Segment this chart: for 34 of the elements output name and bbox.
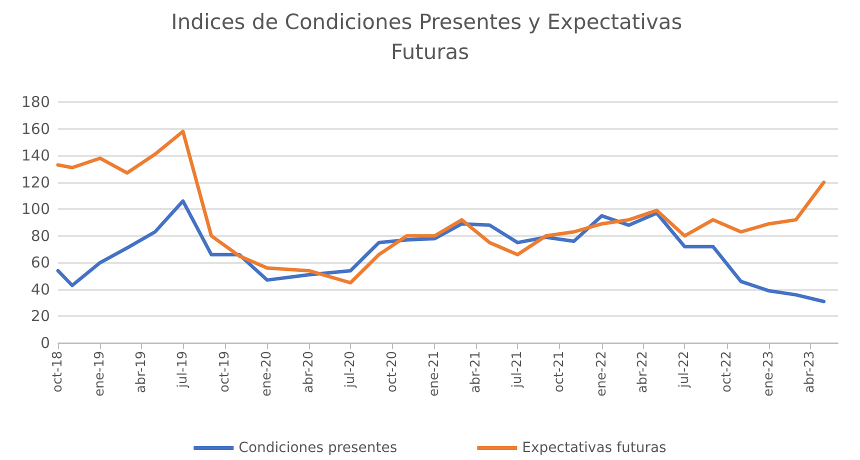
x-tick-label: oct-22 [719, 351, 734, 392]
x-tick-label: oct-19 [218, 351, 233, 392]
x-tick-label: jul-21 [510, 351, 526, 389]
y-tick-label: 100 [21, 200, 50, 218]
y-tick-label: 140 [21, 146, 50, 165]
x-tick-label: jul-22 [677, 351, 692, 389]
x-tick-label: jul-20 [343, 351, 358, 389]
y-tick-label: 120 [21, 173, 50, 192]
legend-label: Expectativas futuras [522, 440, 666, 456]
x-tick-label: abr-20 [301, 351, 316, 393]
x-tick-label: oct-21 [552, 351, 568, 392]
x-tick-label: oct-20 [385, 351, 400, 392]
x-tick-label: abr-22 [636, 351, 650, 393]
y-tick-label: 20 [30, 307, 50, 326]
y-tick-label: 60 [30, 254, 50, 272]
x-tick-label: ene-22 [594, 351, 610, 396]
x-tick-label: jul-19 [175, 351, 190, 389]
y-tick-label: 80 [30, 226, 50, 245]
x-tick-label: ene-21 [427, 351, 442, 396]
y-tick-label: 40 [30, 280, 50, 298]
x-tick-label: oct-18 [50, 351, 66, 392]
line-series [56, 130, 826, 284]
x-tick-label: abr-21 [468, 351, 484, 393]
y-tick-label: 180 [21, 93, 50, 111]
x-tick-label: abr-23 [802, 351, 818, 393]
x-tick-label: ene-23 [761, 351, 776, 396]
x-tick-label: ene-19 [92, 351, 108, 396]
chart-title: Indices de Condiciones Presentes y Expectativas Futuras [171, 10, 689, 64]
y-tick-label: 0 [40, 334, 50, 352]
legend-label: Condiciones presentes [238, 440, 398, 456]
x-tick-label: abr-19 [134, 351, 149, 393]
x-tick-label: ene-20 [260, 351, 275, 396]
line-series [56, 199, 826, 304]
y-tick-label: 160 [21, 120, 50, 138]
